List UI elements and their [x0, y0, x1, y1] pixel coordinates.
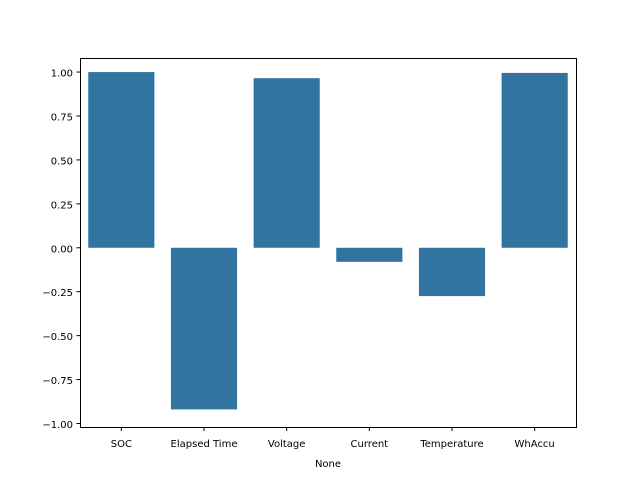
bar-2 — [253, 78, 320, 248]
y-tick-label: −0.25 — [42, 288, 73, 299]
x-axis: SOC Elapsed Time Voltage Current Temperature… — [111, 427, 555, 450]
y-tick-label: 1.00 — [51, 69, 73, 80]
bar-4 — [418, 247, 486, 297]
y-tick-label: 0.25 — [51, 200, 73, 211]
x-tick-label: Voltage — [268, 439, 306, 450]
bar-3 — [336, 247, 403, 262]
bar-0 — [88, 72, 155, 248]
y-tick-label: 0.00 — [51, 244, 73, 255]
x-tick-label: Temperature — [419, 439, 483, 450]
y-tick-label: −1.00 — [42, 420, 73, 431]
bars-group — [88, 72, 568, 410]
y-tick-label: 0.50 — [51, 156, 73, 167]
x-tick-label: SOC — [111, 439, 132, 450]
x-tick-label: Current — [351, 439, 389, 450]
x-tick-label: Elapsed Time — [171, 439, 238, 450]
bar-5 — [501, 72, 568, 248]
bar-1 — [170, 247, 238, 410]
x-axis-label: None — [315, 459, 341, 470]
plot-frame — [80, 58, 577, 428]
y-tick-label: 0.75 — [51, 112, 73, 123]
y-tick-label: −0.75 — [42, 376, 73, 387]
y-axis: 1.00 0.75 0.50 0.25 0.00 −0.25 −0.50 −0.75 −1.00 — [42, 69, 81, 431]
x-tick-label: WhAccu — [515, 439, 555, 450]
y-tick-label: −0.50 — [42, 332, 73, 343]
